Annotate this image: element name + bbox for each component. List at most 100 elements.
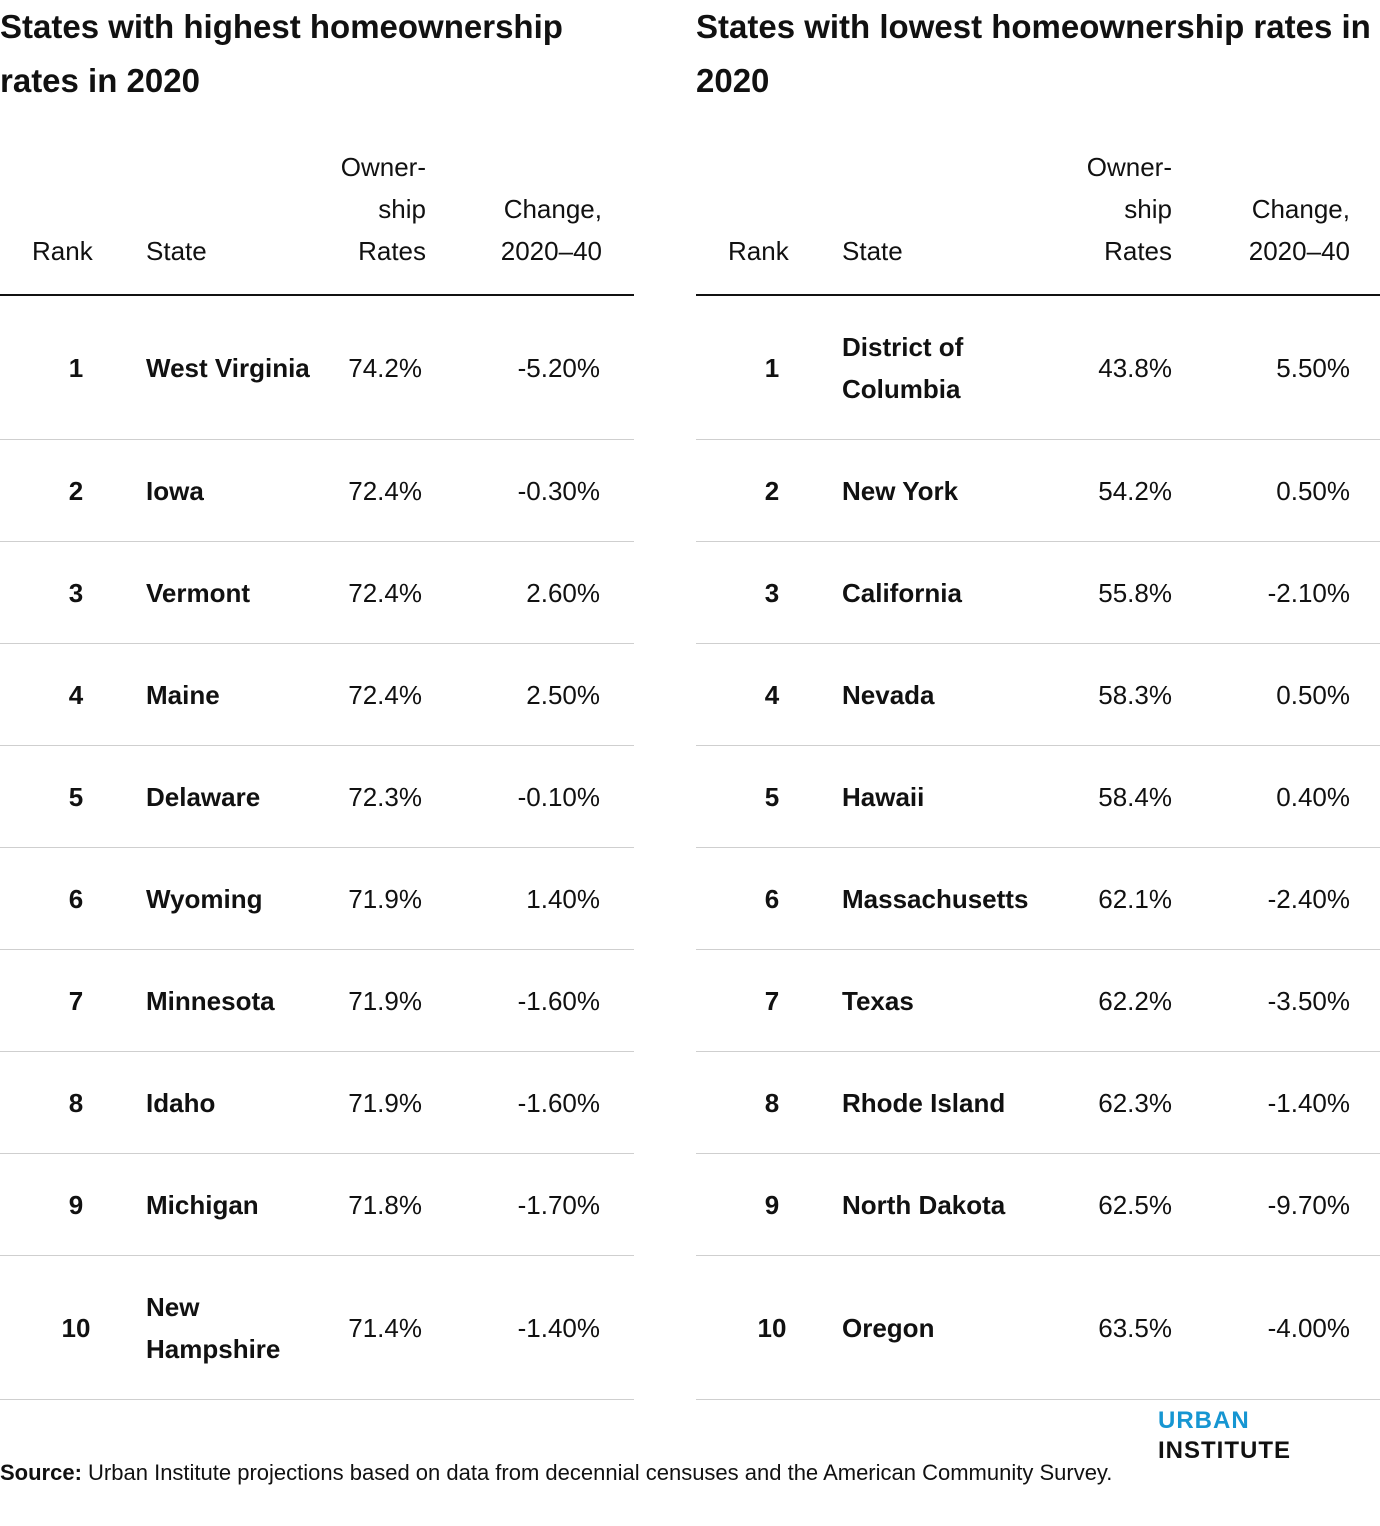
rank-cell: 10 (757, 1312, 787, 1343)
rank-cell: 5 (764, 781, 780, 812)
change-cell: -1.70% (517, 1189, 600, 1220)
table-row: 7 Minnesota 71.9% -1.60% (0, 950, 634, 1052)
table-row: 1 West Virginia 74.2% -5.20% (0, 296, 634, 440)
state-cell: Texas (842, 985, 914, 1016)
header-state: State (146, 236, 207, 266)
rate-cell: 72.4% (348, 475, 422, 506)
rank-cell: 9 (68, 1189, 84, 1220)
rate-cell: 55.8% (1098, 577, 1172, 608)
state-cell: Hawaii (842, 781, 925, 812)
table-row: 4 Nevada 58.3% 0.50% (696, 644, 1380, 746)
state-cell: Delaware (146, 781, 261, 812)
table-row: 9 Michigan 71.8% -1.70% (0, 1154, 634, 1256)
rank-cell: 8 (68, 1087, 84, 1118)
change-cell: 0.50% (1276, 679, 1350, 710)
table-row: 6 Wyoming 71.9% 1.40% (0, 848, 634, 950)
rate-cell: 54.2% (1098, 475, 1172, 506)
logo-urban: URBAN (1158, 1407, 1250, 1434)
logo-institute: INSTITUTE (1158, 1437, 1291, 1464)
state-cell: Massachusetts (842, 883, 1029, 914)
rank-cell: 4 (764, 679, 780, 710)
change-cell: -0.10% (517, 781, 600, 812)
rate-cell: 72.3% (348, 781, 422, 812)
header-rank: Rank (728, 236, 789, 266)
state-cell: District of Columbia (842, 331, 964, 404)
rank-cell: 6 (764, 883, 780, 914)
change-cell: -3.50% (1267, 985, 1350, 1016)
table-row: 9 North Dakota 62.5% -9.70% (696, 1154, 1380, 1256)
change-cell: -9.70% (1267, 1189, 1350, 1220)
rate-cell: 71.9% (348, 883, 422, 914)
change-cell: 5.50% (1276, 352, 1350, 383)
state-cell: Wyoming (146, 883, 263, 914)
state-cell: Minnesota (146, 985, 275, 1016)
rank-cell: 1 (764, 352, 780, 383)
change-cell: -1.40% (517, 1312, 600, 1343)
rank-cell: 8 (764, 1087, 780, 1118)
rate-cell: 63.5% (1098, 1312, 1172, 1343)
table-header: Rank State Owner-ship Rates Change, 2020–4… (696, 108, 1380, 296)
change-cell: -1.60% (517, 985, 600, 1016)
rank-cell: 2 (764, 475, 780, 506)
rate-cell: 62.1% (1098, 883, 1172, 914)
rate-cell: 43.8% (1098, 352, 1172, 383)
state-cell: New York (842, 475, 959, 506)
rate-cell: 62.5% (1098, 1189, 1172, 1220)
state-cell: Maine (146, 679, 220, 710)
rate-cell: 62.2% (1098, 985, 1172, 1016)
table-row: 7 Texas 62.2% -3.50% (696, 950, 1380, 1052)
table-body: 1 District of Columbia 43.8% 5.50% 2 New York… (696, 296, 1380, 1400)
change-cell: -2.10% (1267, 577, 1350, 608)
table-row: 10 New Hampshire 71.4% -1.40% (0, 1256, 634, 1400)
table-row: 3 California 55.8% -2.10% (696, 542, 1380, 644)
rank-cell: 6 (68, 883, 84, 914)
state-cell: Oregon (842, 1312, 935, 1343)
state-cell: West Virginia (146, 352, 310, 383)
table-title: States with highest homeownership rates … (0, 8, 563, 99)
table-highest: States with highest homeownership rates … (0, 0, 634, 1400)
urban-institute-logo: URBAN INSTITUTE (1158, 1406, 1380, 1466)
change-cell: -0.30% (517, 475, 600, 506)
table-row: 1 District of Columbia 43.8% 5.50% (696, 296, 1380, 440)
change-cell: 2.50% (526, 679, 600, 710)
source-note: Source: Urban Institute projections base… (0, 1458, 1112, 1488)
change-cell: -5.20% (517, 352, 600, 383)
rate-cell: 71.9% (348, 985, 422, 1016)
header-rank: Rank (32, 236, 93, 266)
header-rate: Owner-ship Rates (1086, 152, 1172, 266)
change-cell: 0.50% (1276, 475, 1350, 506)
state-cell: Vermont (146, 577, 251, 608)
table-row: 8 Idaho 71.9% -1.60% (0, 1052, 634, 1154)
table-row: 2 New York 54.2% 0.50% (696, 440, 1380, 542)
change-cell: -4.00% (1267, 1312, 1350, 1343)
table-lowest: States with lowest homeownership rates i… (696, 0, 1380, 1400)
rate-cell: 74.2% (348, 352, 422, 383)
rate-cell: 71.9% (348, 1087, 422, 1118)
change-cell: 1.40% (526, 883, 600, 914)
table-row: 3 Vermont 72.4% 2.60% (0, 542, 634, 644)
change-cell: -1.60% (517, 1087, 600, 1118)
source-text: Urban Institute projections based on dat… (88, 1460, 1113, 1485)
state-cell: New Hampshire (146, 1291, 281, 1364)
rank-cell: 3 (68, 577, 84, 608)
table-title: States with lowest homeownership rates i… (696, 8, 1371, 99)
rank-cell: 3 (764, 577, 780, 608)
rank-cell: 7 (68, 985, 84, 1016)
rate-cell: 71.4% (348, 1312, 422, 1343)
table-row: 8 Rhode Island 62.3% -1.40% (696, 1052, 1380, 1154)
table-row: 10 Oregon 63.5% -4.00% (696, 1256, 1380, 1400)
rank-cell: 9 (764, 1189, 780, 1220)
rate-cell: 58.4% (1098, 781, 1172, 812)
state-cell: Iowa (146, 475, 204, 506)
table-body: 1 West Virginia 74.2% -5.20% 2 Iowa 72.4% -0.30… (0, 296, 634, 1400)
change-cell: -1.40% (1267, 1087, 1350, 1118)
change-cell: 0.40% (1276, 781, 1350, 812)
header-state: State (842, 236, 903, 266)
header-change: Change, 2020–40 (1248, 194, 1350, 266)
table-row: 6 Massachusetts 62.1% -2.40% (696, 848, 1380, 950)
table-row: 5 Hawaii 58.4% 0.40% (696, 746, 1380, 848)
rank-cell: 5 (68, 781, 84, 812)
rank-cell: 10 (61, 1312, 91, 1343)
rate-cell: 72.4% (348, 679, 422, 710)
header-change: Change, 2020–40 (500, 194, 602, 266)
